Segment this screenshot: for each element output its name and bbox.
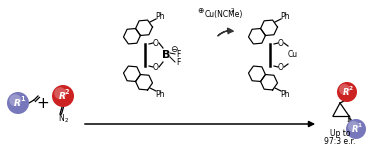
Text: 2: 2 (65, 89, 70, 95)
Text: Up to: Up to (330, 128, 350, 137)
Text: 2: 2 (64, 118, 68, 123)
Circle shape (339, 84, 350, 95)
Text: ⊖: ⊖ (170, 45, 178, 53)
Text: O: O (278, 38, 284, 48)
Text: Cu(NCMe): Cu(NCMe) (205, 9, 243, 18)
Text: Ph: Ph (280, 12, 290, 21)
Text: B: B (162, 50, 170, 60)
Text: 97:3 e.r.: 97:3 e.r. (324, 136, 356, 145)
Circle shape (7, 92, 29, 114)
Circle shape (54, 87, 66, 99)
Text: 1: 1 (358, 123, 362, 128)
Text: ⊕: ⊕ (197, 5, 203, 15)
Text: F: F (176, 49, 180, 58)
Circle shape (348, 121, 359, 132)
Text: Cu: Cu (288, 49, 298, 58)
Text: Ph: Ph (155, 90, 165, 99)
Text: 2: 2 (349, 86, 353, 91)
FancyArrowPatch shape (218, 28, 233, 36)
Text: O: O (153, 38, 159, 48)
Text: Ph: Ph (280, 90, 290, 99)
Text: F: F (176, 58, 180, 66)
Text: +: + (37, 95, 50, 111)
Text: 1: 1 (20, 96, 25, 102)
Text: R: R (59, 92, 66, 101)
Text: Ph: Ph (155, 12, 165, 21)
Circle shape (346, 119, 366, 139)
Circle shape (9, 94, 21, 106)
Text: 2: 2 (231, 8, 234, 12)
Circle shape (337, 82, 357, 102)
Text: O: O (278, 62, 284, 71)
Circle shape (52, 85, 74, 107)
Text: N: N (58, 114, 64, 123)
Text: R: R (343, 88, 350, 97)
Text: R: R (352, 125, 359, 134)
Text: R: R (14, 99, 21, 108)
Text: O: O (153, 62, 159, 71)
